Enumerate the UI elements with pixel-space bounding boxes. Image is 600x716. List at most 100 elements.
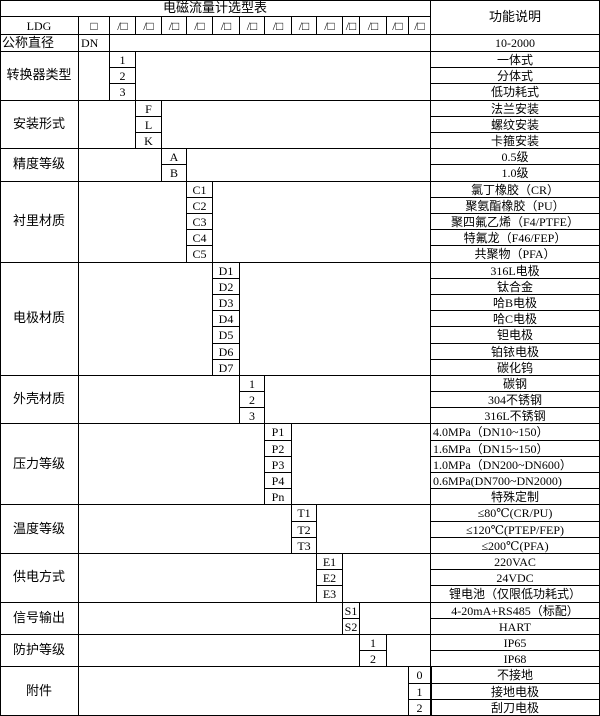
option-desc: 220VAC (431, 554, 600, 570)
blank-cell (136, 52, 431, 101)
option-code: D7 (213, 360, 240, 376)
option-desc: 304不锈钢 (431, 392, 600, 408)
option-desc: 4-20mA+RS485（标配） (431, 603, 600, 619)
option-desc: 铂铱电极 (431, 344, 600, 360)
blank-cell (79, 100, 136, 150)
option-code: D6 (213, 344, 240, 360)
option-desc: 24VDC (431, 570, 600, 586)
option-code: 2 (240, 392, 265, 408)
option-desc: 特殊定制 (431, 489, 600, 505)
option-code: B (162, 165, 187, 182)
blank-cell (79, 262, 213, 376)
option-code: L (136, 117, 162, 133)
option-code: E1 (317, 554, 343, 570)
option-desc: IP68 (431, 651, 600, 667)
blank-cell (240, 262, 431, 376)
option-code: 1 (360, 635, 387, 651)
option-code: 2 (360, 651, 387, 667)
option-code: D3 (213, 295, 240, 311)
blank-cell (187, 149, 431, 182)
option-code: P4 (265, 473, 292, 489)
group-label: 安装形式 (0, 100, 79, 150)
option-desc: 316L电极 (431, 263, 600, 279)
option-desc: 钽电极 (431, 327, 600, 344)
group-label: 供电方式 (0, 554, 79, 603)
option-desc: 氯丁橡胶（CR） (431, 182, 600, 198)
option-code: D4 (213, 311, 240, 327)
option-desc: 刮刀电极 (431, 700, 600, 716)
option-desc: 哈B电极 (431, 295, 600, 311)
option-code: T3 (292, 538, 317, 554)
option-code: D5 (213, 327, 240, 344)
group-label: 精度等级 (0, 149, 79, 182)
model-code-box: /□ (292, 17, 317, 35)
option-desc: 4.0MPa（DN10~150） (431, 424, 600, 441)
group-label: 压力等级 (0, 424, 79, 506)
option-desc: 316L不锈钢 (431, 408, 600, 424)
option-desc: ≤200℃(PFA) (431, 538, 600, 554)
nominal-code: DN (79, 35, 110, 52)
group-label: 温度等级 (0, 505, 79, 555)
blank-cell (79, 667, 409, 716)
group-label: 转换器类型 (0, 52, 79, 101)
option-desc: ≤120℃(PTEP/FEP) (431, 522, 600, 538)
table-title: 电磁流量计选型表 (0, 0, 431, 17)
option-desc: IP65 (431, 635, 600, 651)
model-code-box: /□ (409, 17, 431, 35)
option-desc: 0.5级 (431, 149, 600, 165)
option-desc: 螺纹安装 (431, 117, 600, 133)
option-desc: 特氟龙（F46/FEP） (431, 230, 600, 246)
option-desc: 1.0MPa（DN200~DN600） (431, 457, 600, 473)
option-desc: 碳钢 (431, 376, 600, 392)
model-code-box: /□ (317, 17, 343, 35)
group-label: 衬里材质 (0, 181, 79, 263)
option-code: Pn (265, 489, 292, 505)
option-code: K (136, 133, 162, 149)
option-desc: 法兰安装 (431, 101, 600, 117)
option-code: S1 (343, 603, 360, 619)
model-code-box: /□ (136, 17, 162, 35)
option-desc: 碳化钨 (431, 360, 600, 376)
option-desc: 低功耗式 (431, 84, 600, 101)
nominal-desc: 10-2000 (431, 35, 600, 52)
option-code: E3 (317, 586, 343, 603)
option-code: T1 (292, 505, 317, 522)
model-code-box: /□ (213, 17, 240, 35)
option-desc: 哈C电极 (431, 311, 600, 327)
option-code: 0 (409, 667, 431, 684)
option-desc: 接地电极 (431, 684, 600, 700)
model-code-box: /□ (187, 17, 213, 35)
model-prefix: LDG (0, 17, 79, 35)
option-code: 1 (110, 52, 136, 68)
option-desc: 不接地 (431, 667, 600, 684)
option-code: 2 (409, 700, 431, 716)
option-desc: 卡箍安装 (431, 133, 600, 149)
option-code: C2 (187, 198, 213, 214)
group-label: 信号输出 (0, 602, 79, 635)
option-code: 3 (240, 408, 265, 424)
blank-cell (79, 181, 187, 263)
option-code: D2 (213, 279, 240, 295)
blank-cell (162, 100, 431, 150)
model-code-box: /□ (240, 17, 265, 35)
option-desc: 聚氨酯橡胶（PU） (431, 198, 600, 214)
option-desc: 钛合金 (431, 279, 600, 295)
option-desc: 1.6MPa（DN15~150） (431, 441, 600, 457)
blank-cell (213, 181, 431, 263)
model-code-box: /□ (110, 17, 136, 35)
nominal-label: 公称直径 (0, 35, 79, 52)
blank-cell (317, 505, 431, 555)
blank-cell (79, 52, 110, 101)
blank-cell (79, 375, 240, 425)
option-code: S2 (343, 619, 360, 635)
option-code: E2 (317, 570, 343, 586)
group-label: 电极材质 (0, 262, 79, 376)
option-desc: 聚四氟乙烯（F4/PTFE） (431, 214, 600, 230)
option-desc: 1.0级 (431, 165, 600, 182)
blank-cell (110, 35, 431, 52)
blank-cell (265, 375, 431, 425)
blank-cell (292, 424, 431, 506)
option-code: C1 (187, 182, 213, 198)
option-desc: 锂电池（仅限低功耗式） (431, 586, 600, 603)
model-code-box: /□ (387, 17, 409, 35)
